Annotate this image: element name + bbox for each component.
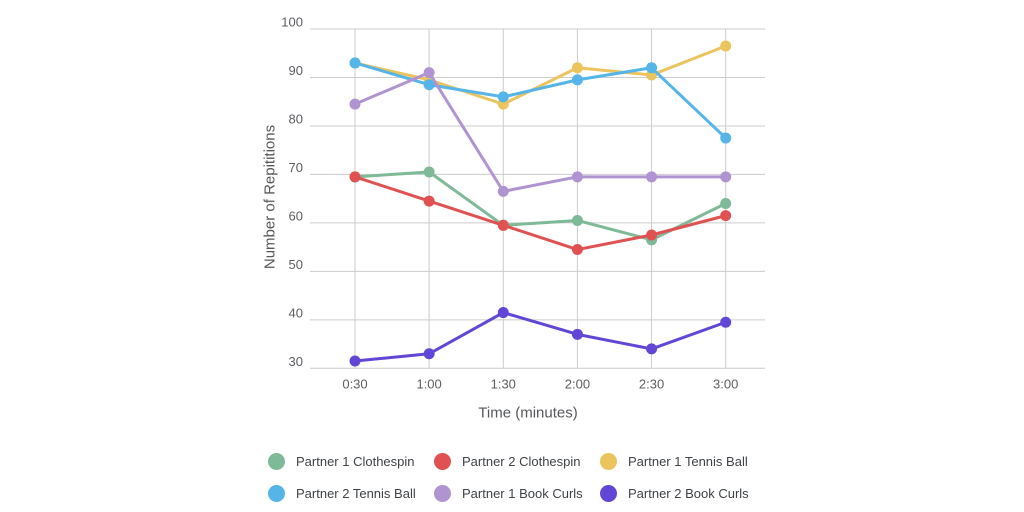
- legend-label: Partner 2 Book Curls: [628, 485, 749, 501]
- legend: Partner 1 Clothespin Partner 2 Clothespi…: [268, 452, 749, 512]
- legend-item-partner-1-tennis-ball: Partner 1 Tennis Ball: [600, 452, 749, 470]
- svg-text:70: 70: [289, 160, 303, 175]
- legend-swatch-partner-1-book-curls: [434, 484, 451, 502]
- legend-label: Partner 2 Clothespin: [462, 453, 581, 469]
- svg-text:30: 30: [289, 354, 303, 369]
- legend-label: Partner 1 Clothespin: [296, 453, 415, 469]
- legend-swatch-partner-2-clothespin: [434, 452, 451, 470]
- svg-text:100: 100: [281, 15, 303, 30]
- y-axis-title: Number of Repititions: [261, 124, 279, 270]
- legend-label: Partner 2 Tennis Ball: [296, 485, 416, 501]
- legend-row-2: Partner 2 Tennis Ball Partner 1 Book Cur…: [268, 484, 749, 502]
- svg-text:90: 90: [289, 63, 303, 78]
- svg-text:3:00: 3:00: [713, 376, 738, 391]
- line-chart: 100 90 80 70 60 50 40 30 0:30 1:00 1:30 2:00 2:30 3:0…: [281, 15, 765, 391]
- legend-label: Partner 1 Book Curls: [462, 485, 583, 501]
- legend-item-partner-2-tennis-ball: Partner 2 Tennis Ball: [268, 484, 434, 502]
- svg-text:2:30: 2:30: [639, 376, 664, 391]
- legend-swatch-partner-2-tennis-ball: [268, 484, 285, 502]
- svg-text:1:30: 1:30: [491, 376, 516, 391]
- x-axis-title: Time (minutes): [478, 404, 578, 422]
- legend-row-1: Partner 1 Clothespin Partner 2 Clothespi…: [268, 452, 749, 470]
- svg-text:40: 40: [289, 305, 303, 320]
- legend-item-partner-1-book-curls: Partner 1 Book Curls: [434, 484, 600, 502]
- svg-text:50: 50: [289, 257, 303, 272]
- svg-text:2:00: 2:00: [565, 376, 590, 391]
- legend-swatch-partner-1-clothespin: [268, 452, 285, 470]
- svg-text:0:30: 0:30: [342, 376, 367, 391]
- legend-item-partner-2-book-curls: Partner 2 Book Curls: [600, 484, 749, 502]
- svg-text:80: 80: [289, 111, 303, 126]
- svg-text:1:00: 1:00: [416, 376, 441, 391]
- legend-item-partner-1-clothespin: Partner 1 Clothespin: [268, 452, 434, 470]
- legend-swatch-partner-1-tennis-ball: [600, 452, 617, 470]
- svg-text:60: 60: [289, 208, 303, 223]
- legend-item-partner-2-clothespin: Partner 2 Clothespin: [434, 452, 600, 470]
- legend-label: Partner 1 Tennis Ball: [628, 453, 748, 469]
- legend-swatch-partner-2-book-curls: [600, 484, 617, 502]
